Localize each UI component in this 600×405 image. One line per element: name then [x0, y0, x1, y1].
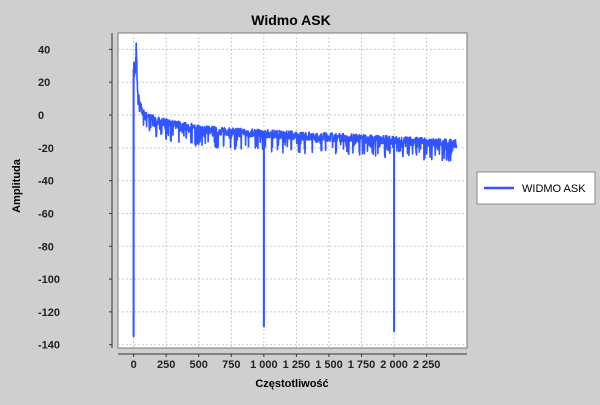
- x-tick-label: 500: [190, 359, 208, 371]
- y-tick-label: 20: [38, 77, 50, 89]
- x-axis-label: Częstotliwość: [255, 378, 328, 390]
- plot-area: [118, 33, 467, 348]
- y-tick-label: 0: [38, 110, 44, 122]
- y-tick-label: 40: [38, 44, 50, 56]
- y-tick-label: -120: [38, 307, 60, 319]
- x-tick-label: 1 250: [283, 359, 311, 371]
- x-tick-label: 250: [157, 359, 175, 371]
- legend: WIDMO ASK: [477, 172, 595, 204]
- y-tick-label: -80: [38, 241, 54, 253]
- x-axis: 0 250 500 750 1 000 1 250 1 500 1 750 2 000 2 250: [118, 354, 467, 371]
- x-tick-label: 2 250: [413, 359, 441, 371]
- y-tick-label: -140: [38, 340, 60, 352]
- y-tick-label: -20: [38, 143, 54, 155]
- x-tick-label: 1 750: [348, 359, 376, 371]
- x-tick-label: 1 000: [250, 359, 278, 371]
- y-tick-label: -60: [38, 208, 54, 220]
- chart-title: Widmo ASK: [251, 12, 330, 28]
- x-tick-label: 750: [222, 359, 240, 371]
- y-tick-label: -40: [38, 176, 54, 188]
- x-tick-label: 1 500: [315, 359, 343, 371]
- y-axis: 40 20 0 -20 -40 -60 -80 -100 -120 -140: [38, 33, 112, 352]
- x-tick-label: 0: [131, 359, 137, 371]
- y-axis-label: Amplituda: [11, 158, 23, 213]
- y-tick-label: -100: [38, 274, 60, 286]
- legend-item-label: WIDMO ASK: [522, 183, 586, 195]
- x-tick-label: 2 000: [380, 359, 408, 371]
